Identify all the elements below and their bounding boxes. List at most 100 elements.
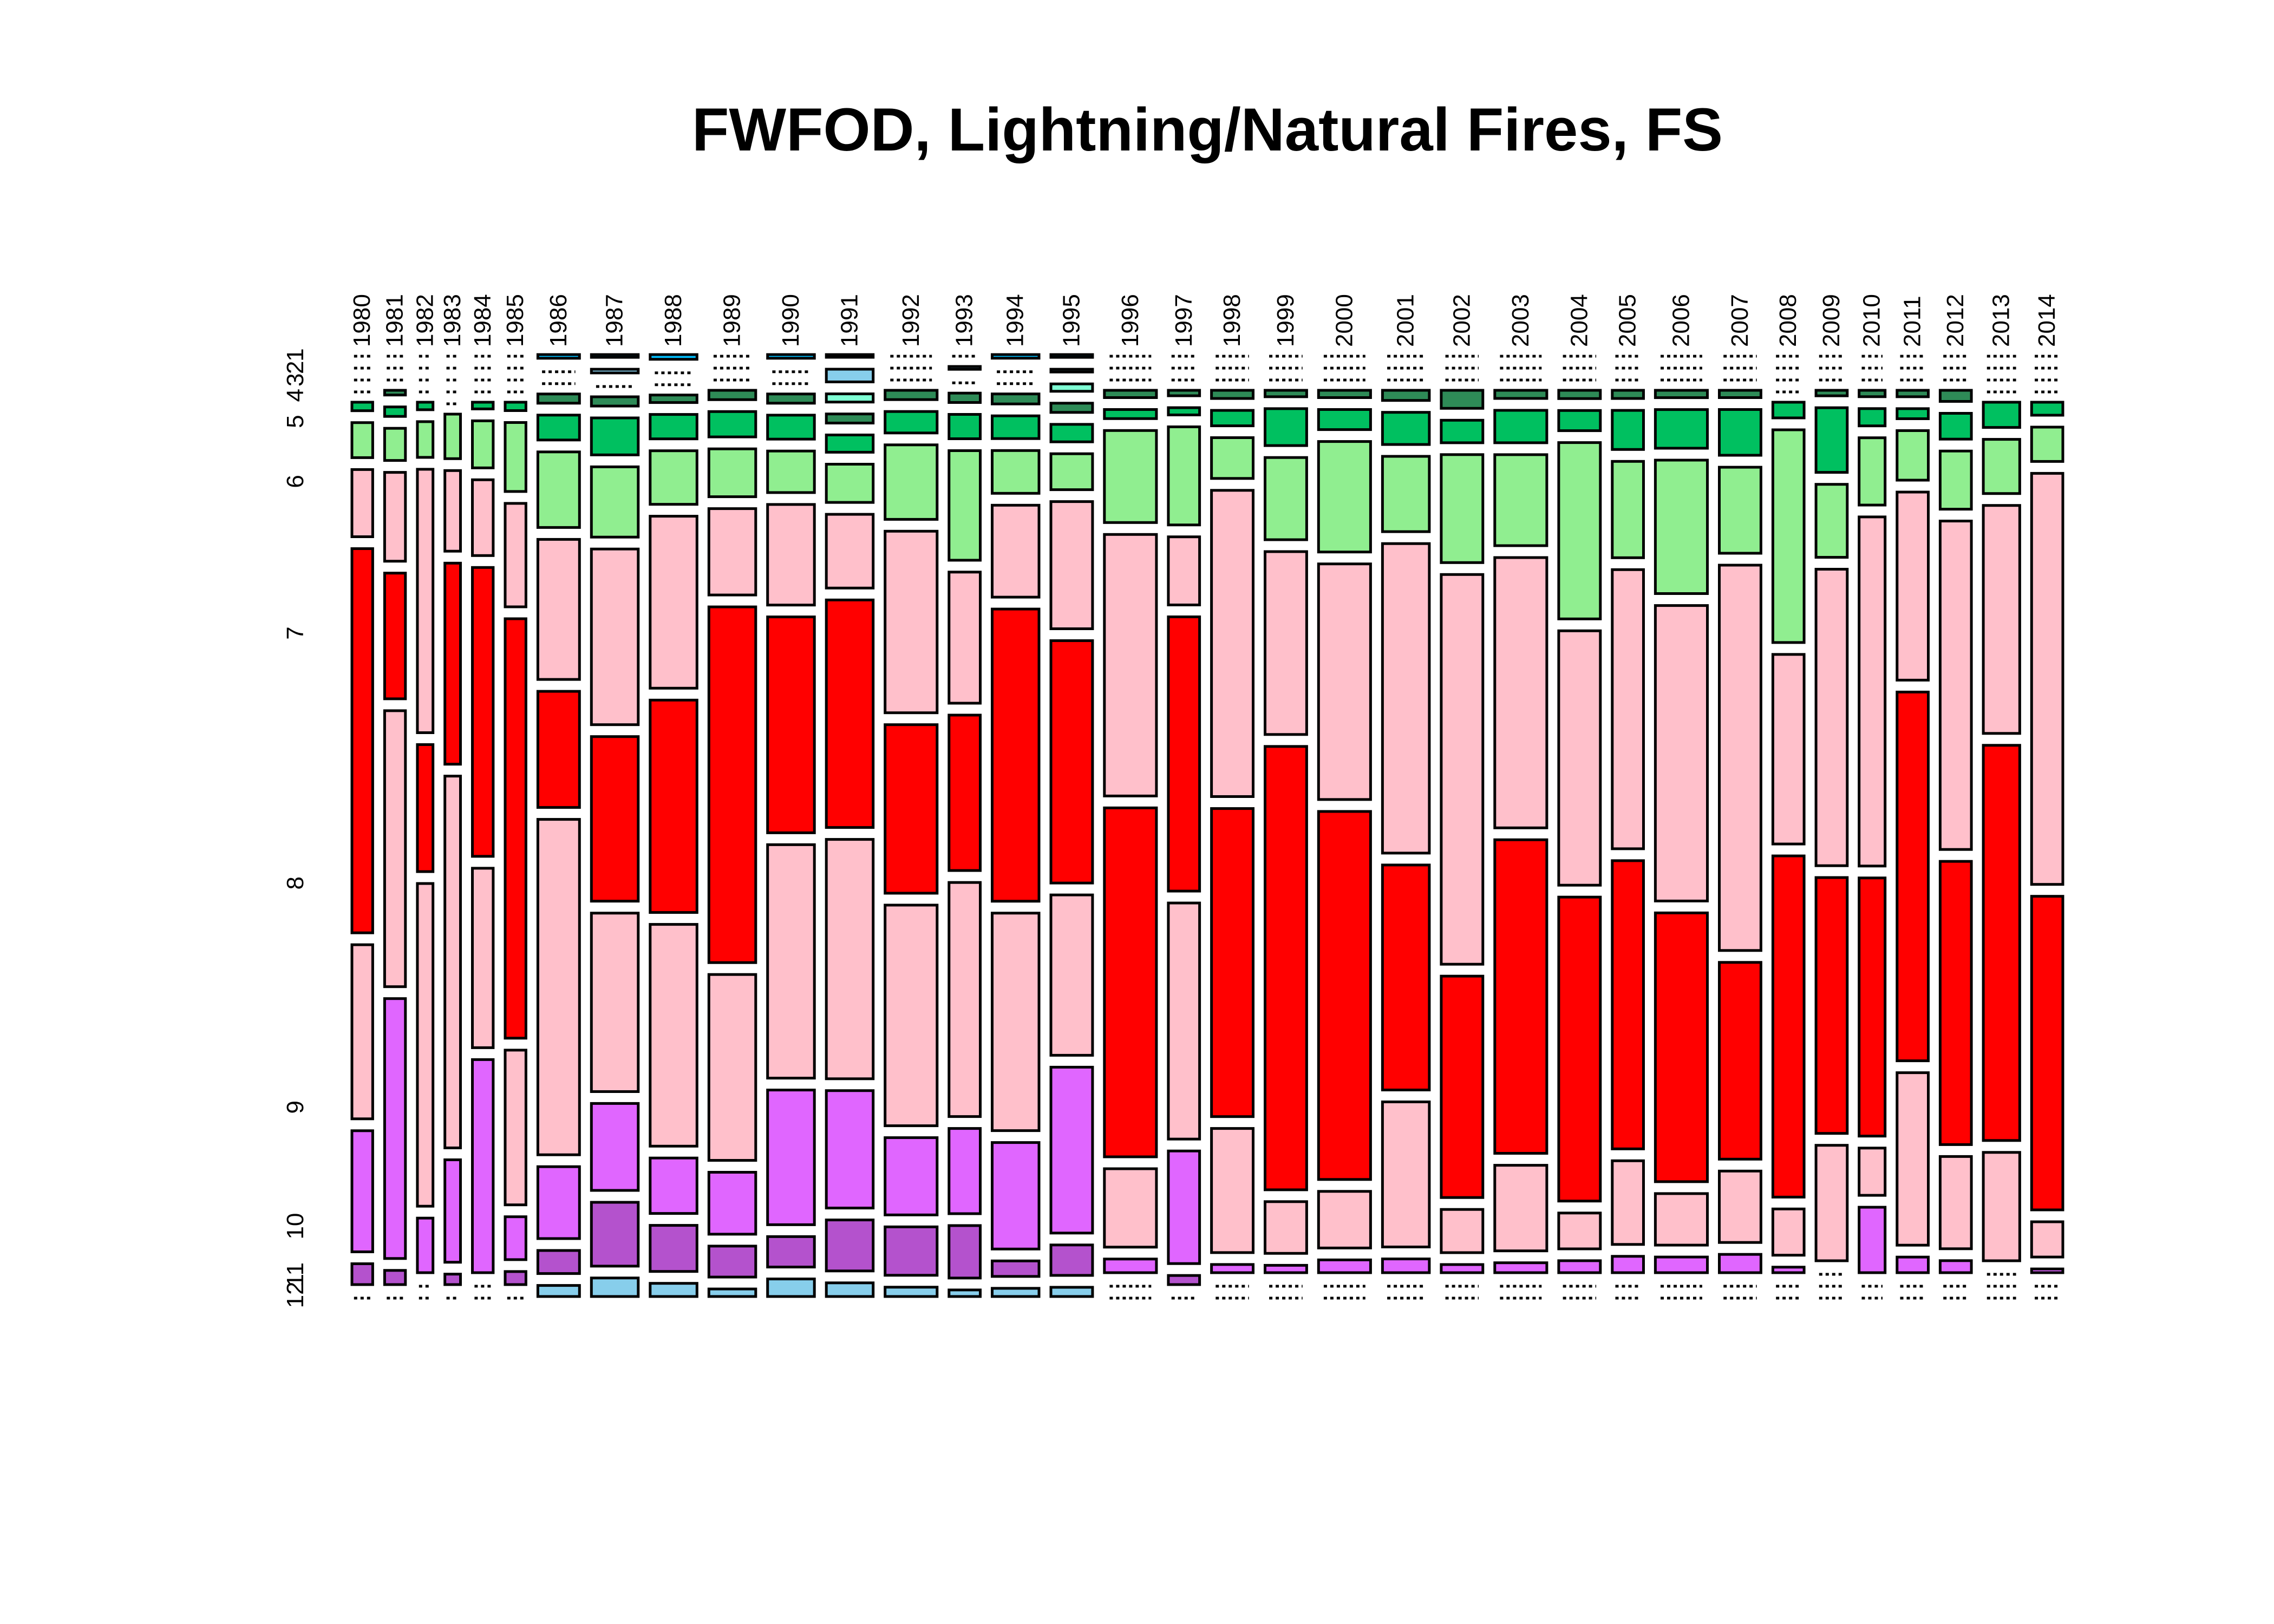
mosaic-cell-1988-month-11: [649, 1224, 698, 1273]
year-label-1985: 1985: [502, 294, 528, 347]
year-label-2013: 2013: [1988, 294, 2015, 347]
year-column-2011: [1896, 355, 1930, 1300]
mosaic-cell-1994-month-1: [991, 353, 1041, 360]
year-column-1993: [948, 355, 982, 1298]
mosaic-cell-1988-month-5: [649, 413, 698, 441]
year-column-1989: [707, 355, 757, 1298]
mosaic-cell-1998-month-4: [1210, 389, 1255, 400]
mosaic-cell-1989-month-5: [707, 410, 757, 438]
mosaic-cell-1986-month-4: [536, 392, 581, 405]
mosaic-cell-1981-month-4: [383, 389, 407, 397]
mosaic-cell-1984-month-9: [471, 867, 495, 1049]
year-column-1998: [1210, 355, 1255, 1300]
year-label-1984: 1984: [469, 294, 496, 347]
mosaic-cell-1989-month-7: [707, 507, 757, 597]
mosaic-cell-2001-month-8: [1381, 863, 1431, 1092]
year-column-1982: [416, 355, 435, 1300]
mosaic-cell-1988-month-7: [649, 515, 698, 690]
mosaic-cell-1980-month-11: [350, 1262, 374, 1286]
mosaic-cell-1980-month-8: [350, 547, 374, 934]
mosaic-cell-2014-month-10: [2030, 1267, 2064, 1274]
year-label-2011: 2011: [1899, 296, 1926, 347]
mosaic-cell-1991-month-6: [825, 463, 875, 504]
mosaic-cell-1983-month-7: [443, 469, 462, 553]
mosaic-cell-1986-month-10: [536, 1165, 581, 1240]
year-column-2008: [1771, 355, 1806, 1300]
mosaic-cell-1993-month-10: [948, 1127, 982, 1215]
year-column-1999: [1264, 355, 1308, 1300]
year-column-1983: [443, 355, 462, 1300]
year-label-2001: 2001: [1393, 294, 1419, 347]
year-label-1980: 1980: [349, 294, 375, 347]
mosaic-cell-2012-month-8: [1938, 860, 1973, 1146]
mosaic-cell-2003-month-4: [1493, 389, 1548, 400]
mosaic-cell-2010-month-10: [1858, 1206, 1887, 1274]
mosaic-cell-1992-month-5: [884, 410, 939, 435]
year-column-2013: [1982, 355, 2021, 1300]
mosaic-cell-1999-month-9: [1264, 1200, 1308, 1255]
year-column-2012: [1938, 355, 1973, 1300]
mosaic-cell-1998-month-10: [1210, 1263, 1255, 1274]
year-label-1986: 1986: [545, 294, 572, 347]
mosaic-cell-1998-month-9: [1210, 1127, 1255, 1254]
mosaic-cell-2002-month-4: [1440, 389, 1485, 410]
mosaic-cell-1994-month-5: [991, 414, 1041, 440]
mosaic-cell-1992-month-12: [884, 1286, 939, 1298]
mosaic-cell-1996-month-5: [1103, 408, 1158, 420]
month-label-1: 1: [282, 348, 309, 361]
mosaic-cell-2001-month-5: [1381, 411, 1431, 446]
mosaic-cell-1982-month-10: [416, 1216, 435, 1274]
mosaic-cell-1980-month-10: [350, 1129, 374, 1254]
year-label-2000: 2000: [1331, 294, 1357, 347]
mosaic-cell-1988-month-6: [649, 449, 698, 506]
mosaic-cell-2011-month-8: [1896, 690, 1930, 1063]
mosaic-cell-1996-month-10: [1103, 1258, 1158, 1274]
year-label-1997: 1997: [1171, 294, 1197, 347]
year-label-2002: 2002: [1448, 294, 1475, 347]
year-column-2005: [1611, 355, 1645, 1300]
mosaic-cell-2004-month-7: [1557, 629, 1602, 887]
mosaic-cell-1995-month-3: [1049, 382, 1094, 393]
mosaic-cell-1985-month-10: [504, 1215, 527, 1261]
mosaic-cell-1991-month-10: [825, 1089, 875, 1210]
mosaic-cell-1992-month-6: [884, 443, 939, 521]
mosaic-cell-2012-month-4: [1938, 389, 1973, 403]
mosaic-cell-2009-month-8: [1814, 876, 1849, 1135]
mosaic-cell-2011-month-4: [1896, 389, 1930, 398]
mosaic-cell-1989-month-11: [707, 1245, 757, 1279]
mosaic-cell-1990-month-8: [766, 615, 816, 834]
mosaic-cell-2005-month-6: [1611, 460, 1645, 559]
mosaic-cell-2011-month-7: [1896, 490, 1930, 682]
mosaic-cell-1991-month-3: [825, 392, 875, 404]
year-label-1992: 1992: [898, 294, 924, 347]
mosaic-cell-1993-month-11: [948, 1224, 982, 1280]
mosaic-cell-2004-month-9: [1557, 1212, 1602, 1250]
mosaic-cell-2005-month-9: [1611, 1159, 1645, 1246]
mosaic-cell-1989-month-9: [707, 973, 757, 1162]
mosaic-cell-1995-month-5: [1049, 423, 1094, 443]
mosaic-cell-2014-month-9: [2030, 1220, 2064, 1259]
mosaic-cell-1994-month-10: [991, 1141, 1041, 1250]
mosaic-cell-2005-month-4: [1611, 389, 1645, 400]
mosaic-cell-1981-month-9: [383, 709, 407, 988]
mosaic-cell-1986-month-5: [536, 414, 581, 442]
mosaic-cell-2004-month-6: [1557, 441, 1602, 620]
year-label-2009: 2009: [1818, 294, 1845, 347]
mosaic-cell-2012-month-9: [1938, 1155, 1973, 1250]
mosaic-cell-1992-month-4: [884, 389, 939, 401]
mosaic-cell-1998-month-7: [1210, 489, 1255, 798]
mosaic-cell-1987-month-9: [590, 912, 640, 1093]
mosaic-cell-2009-month-6: [1814, 483, 1849, 559]
mosaic-cell-1982-month-7: [416, 468, 435, 735]
mosaic-cell-1989-month-8: [707, 605, 757, 964]
year-label-1998: 1998: [1219, 294, 1245, 347]
mosaic-cell-1986-month-7: [536, 538, 581, 681]
mosaic-cell-2012-month-6: [1938, 449, 1973, 511]
mosaic-cell-1997-month-7: [1167, 535, 1201, 607]
mosaic-cell-1997-month-4: [1167, 389, 1201, 397]
mosaic-cell-1992-month-7: [884, 529, 939, 715]
year-label-2014: 2014: [2034, 294, 2060, 347]
mosaic-cell-1993-month-9: [948, 881, 982, 1118]
year-column-2004: [1557, 355, 1602, 1300]
year-column-2014: [2030, 355, 2064, 1300]
